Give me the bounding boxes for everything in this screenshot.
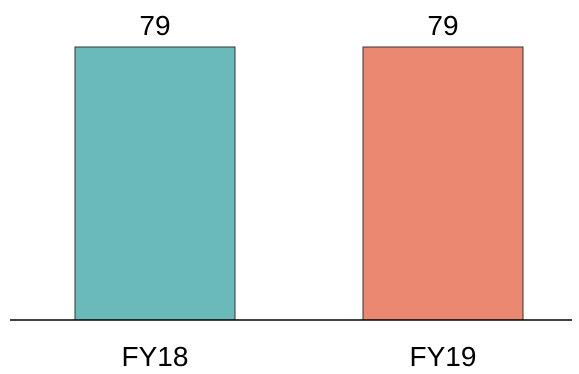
x-tick-label-fy19: FY19 bbox=[410, 341, 477, 372]
x-tick-label-fy18: FY18 bbox=[122, 341, 189, 372]
data-labels-group: 79 79 bbox=[139, 10, 458, 41]
data-label-fy18: 79 bbox=[139, 10, 170, 41]
data-label-fy19: 79 bbox=[427, 10, 458, 41]
bars-group bbox=[74, 46, 524, 321]
x-tick-labels-group: FY18 FY19 bbox=[122, 341, 477, 372]
bar-fy19 bbox=[362, 46, 524, 321]
bar-fy18 bbox=[74, 46, 236, 321]
